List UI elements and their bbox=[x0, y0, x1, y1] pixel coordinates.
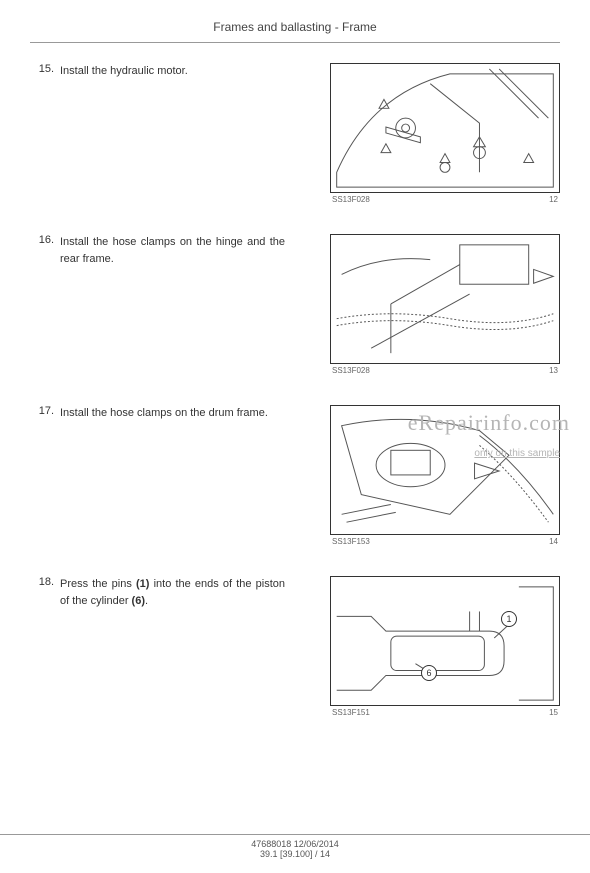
step-text: Install the hose clamps on the hinge and… bbox=[60, 234, 295, 267]
fig-code: SS13F153 bbox=[332, 537, 370, 546]
fig-idx: 14 bbox=[549, 537, 558, 546]
step-number: 16. bbox=[30, 234, 60, 246]
figure-caption: SS13F153 14 bbox=[330, 537, 560, 546]
watermark-sub: only on this sample bbox=[474, 448, 560, 459]
footer-line2: 39.1 [39.100] / 14 bbox=[0, 849, 590, 859]
step-number: 17. bbox=[30, 405, 60, 417]
step-15: 15. Install the hydraulic motor. S bbox=[30, 63, 560, 204]
figure-caption: SS13F028 12 bbox=[330, 195, 560, 204]
step-16: 16. Install the hose clamps on the hinge… bbox=[30, 234, 560, 375]
figure-caption: SS13F028 13 bbox=[330, 366, 560, 375]
figure-16 bbox=[330, 234, 560, 364]
step-text: Install the hose clamps on the drum fram… bbox=[60, 405, 295, 422]
cylinder-sketch bbox=[331, 577, 559, 705]
fig-idx: 15 bbox=[549, 708, 558, 717]
fig-code: SS13F151 bbox=[332, 708, 370, 717]
fig-code: SS13F028 bbox=[332, 366, 370, 375]
figure-15 bbox=[330, 63, 560, 193]
step-number: 15. bbox=[30, 63, 60, 75]
figure-18: 1 6 bbox=[330, 576, 560, 706]
step-18: 18. Press the pins (1) into the ends of … bbox=[30, 576, 560, 717]
motor-sketch bbox=[331, 64, 559, 192]
footer-line1: 47688018 12/06/2014 bbox=[0, 839, 590, 849]
figure-17 bbox=[330, 405, 560, 535]
hinge-sketch bbox=[331, 235, 559, 363]
callout-6: 6 bbox=[421, 665, 437, 681]
figure-caption: SS13F151 15 bbox=[330, 708, 560, 717]
step-text: Install the hydraulic motor. bbox=[60, 63, 295, 80]
fig-code: SS13F028 bbox=[332, 195, 370, 204]
step-number: 18. bbox=[30, 576, 60, 588]
step-text: Press the pins (1) into the ends of the … bbox=[60, 576, 295, 609]
fig-idx: 13 bbox=[549, 366, 558, 375]
page-footer: 47688018 12/06/2014 39.1 [39.100] / 14 bbox=[0, 834, 590, 859]
header-title: Frames and ballasting - Frame bbox=[213, 20, 376, 34]
drum-sketch bbox=[331, 406, 559, 534]
callout-1: 1 bbox=[501, 611, 517, 627]
step-17: 17. Install the hose clamps on the drum … bbox=[30, 405, 560, 546]
fig-idx: 12 bbox=[549, 195, 558, 204]
page-header: Frames and ballasting - Frame bbox=[30, 20, 560, 43]
